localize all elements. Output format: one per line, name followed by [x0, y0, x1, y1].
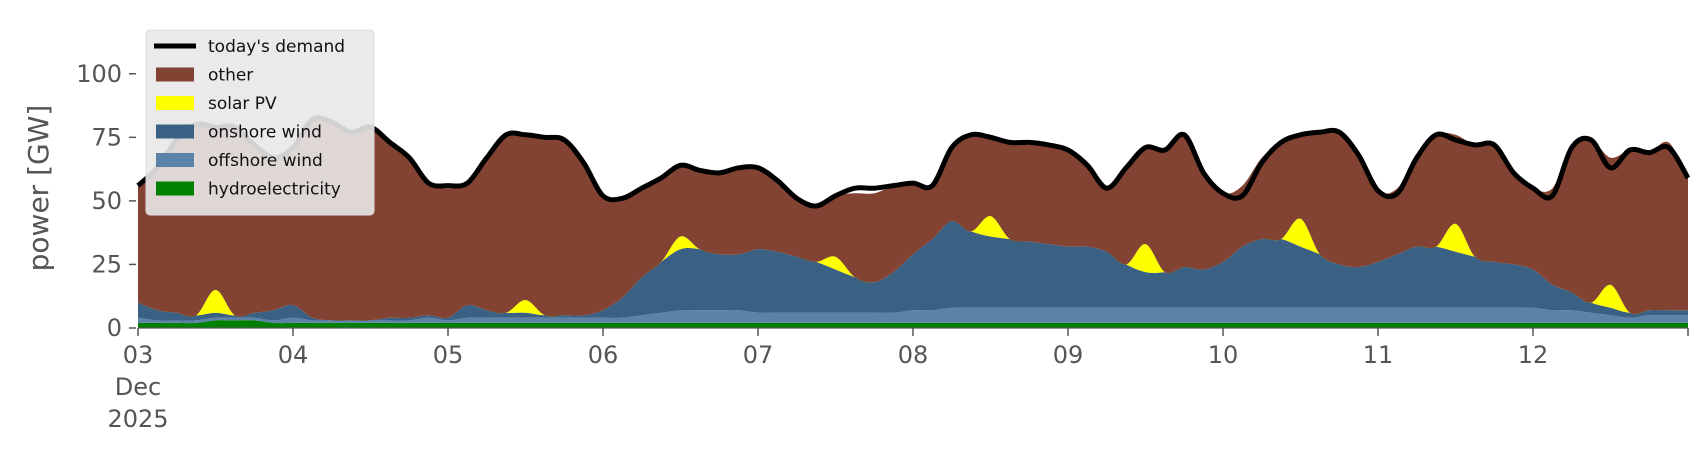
y-tick-label: 100 [76, 60, 122, 88]
area-offshore-wind [138, 307, 1688, 324]
legend-label-hydroelectricity: hydroelectricity [208, 180, 341, 200]
y-tick-label: 25 [91, 250, 122, 278]
axes: 0 25 50 75 100 03 04 05 06 07 08 09 10 11 12 Dec 2025 pow… [22, 60, 1689, 433]
legend-swatch-hydroelectricity [156, 181, 194, 196]
x-tick-label: 10 [1208, 341, 1239, 369]
stacked-areas [138, 117, 1688, 328]
legend-label-onshore-wind: onshore wind [208, 123, 322, 143]
x-tick-label: 03 [123, 341, 154, 369]
x-tick-label: 11 [1363, 341, 1394, 369]
legend: today's demand other solar PV onshore wind o… [145, 29, 375, 216]
legend-label-offshore-wind: offshore wind [208, 151, 323, 171]
demand-line-group [136, 115, 1691, 209]
legend-label-other: other [208, 66, 253, 86]
y-tick-label: 50 [91, 187, 122, 215]
area-onshore-wind [138, 221, 1688, 321]
x-tick-label: 07 [743, 341, 774, 369]
x-tick-label: 04 [278, 341, 309, 369]
x-tick-label: 09 [1053, 341, 1084, 369]
x-tick-year-label: 2025 [107, 405, 168, 433]
line-todays-demand [136, 115, 1691, 209]
area-hydroelectricity [138, 320, 1688, 328]
y-axis-label: power [GW] [22, 105, 55, 272]
legend-label-today-s-demand: today's demand [208, 37, 345, 57]
legend-label-solar-pv: solar PV [208, 94, 277, 114]
x-tick-label: 12 [1518, 341, 1549, 369]
area-solar-pv [138, 216, 1688, 321]
y-tick-label: 0 [107, 314, 122, 342]
legend-swatch-onshore-wind [156, 124, 194, 139]
x-tick-label: 08 [898, 341, 929, 369]
legend-swatch-other [156, 67, 194, 82]
legend-swatch-solar-pv [156, 96, 194, 110]
legend-swatch-offshore-wind [156, 153, 194, 167]
area-other [138, 117, 1688, 321]
x-tick-label: 05 [433, 341, 464, 369]
x-tick-month-label: Dec [115, 373, 161, 401]
x-tick-label: 06 [588, 341, 619, 369]
y-tick-label: 75 [91, 123, 122, 151]
legend-box [145, 29, 375, 216]
